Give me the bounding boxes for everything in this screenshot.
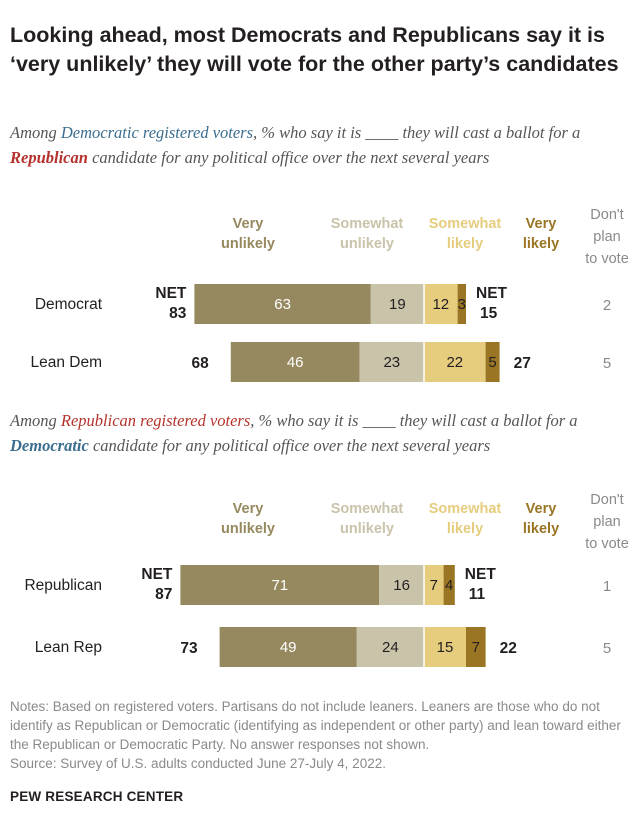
- subtitle-highlight: Democratic registered voters: [60, 123, 254, 142]
- bar-somewhat-likely-label: 15: [437, 639, 454, 656]
- header-dont-plan: Don't: [590, 207, 623, 223]
- source-text: Source: Survey of U.S. adults conducted …: [10, 756, 386, 771]
- chart-republicans: Very unlikely Somewhat unlikely Somewhat like…: [24, 492, 629, 675]
- bar-very-unlikely: [219, 627, 357, 667]
- header-very-unlikely: Very: [233, 216, 264, 232]
- bar-very-likely: [443, 565, 455, 605]
- chart-democrats: Very unlikely Somewhat unlikely Somewhat like…: [30, 207, 629, 390]
- header-somewhat-likely: likely: [447, 521, 483, 537]
- notes: Notes: Based on registered voters. Parti…: [10, 697, 635, 773]
- bar-somewhat-likely: [424, 342, 486, 382]
- header-very-likely: likely: [523, 521, 559, 537]
- header-somewhat-unlikely: unlikely: [340, 521, 394, 537]
- brand-logo-text: PEW RESEARCH CENTER: [10, 789, 184, 804]
- subtitle-republicans: Among Republican registered voters, % wh…: [10, 411, 578, 455]
- bar-somewhat-likely: [424, 565, 444, 605]
- net-unlikely-value: 73: [180, 640, 198, 657]
- header-dont-plan: plan: [593, 229, 620, 245]
- bar-somewhat-likely-label: 7: [430, 577, 438, 594]
- bar-very-unlikely-label: 63: [274, 296, 291, 313]
- header-dont-plan: to vote: [585, 251, 629, 267]
- bar-very-likely-label: 3: [458, 296, 466, 313]
- subtitle-party: Republican: [10, 148, 88, 167]
- net-label: NET: [141, 566, 173, 583]
- bar-very-unlikely: [230, 342, 360, 382]
- bar-very-unlikely-label: 49: [280, 639, 297, 656]
- header-somewhat-likely: Somewhat: [429, 501, 502, 517]
- bar-very-unlikely-label: 46: [287, 354, 304, 371]
- bar-somewhat-unlikely: [359, 342, 424, 382]
- header-very-likely: likely: [523, 236, 559, 252]
- bar-somewhat-unlikely: [370, 284, 424, 324]
- chart-title: Looking ahead, most Democrats and Republ…: [10, 23, 619, 76]
- net-likely-value: 11: [469, 586, 486, 603]
- net-label: NET: [476, 285, 508, 302]
- net-unlikely-value: 83: [169, 305, 187, 322]
- notes-text: Notes: Based on registered voters. Parti…: [10, 699, 621, 752]
- bar-very-likely-label: 7: [472, 639, 480, 656]
- header-very-unlikely: unlikely: [221, 521, 275, 537]
- row-label: Lean Rep: [35, 639, 102, 656]
- row-label: Democrat: [35, 296, 103, 313]
- dont-plan-value: 2: [603, 297, 611, 314]
- dont-plan-value: 5: [603, 355, 611, 372]
- subtitle-party: Democratic: [10, 436, 89, 455]
- bar-very-likely-label: 5: [488, 354, 496, 371]
- bar-somewhat-likely-label: 12: [432, 296, 449, 313]
- header-dont-plan: plan: [593, 514, 620, 530]
- header-somewhat-unlikely: unlikely: [340, 236, 394, 252]
- header-somewhat-likely: likely: [447, 236, 483, 252]
- header-dont-plan: Don't: [590, 492, 623, 508]
- bar-somewhat-unlikely: [379, 565, 424, 605]
- header-somewhat-unlikely: Somewhat: [331, 501, 404, 517]
- bar-very-likely: [457, 284, 466, 324]
- bar-very-unlikely: [194, 284, 371, 324]
- header-very-likely: Very: [526, 501, 557, 517]
- bar-very-likely: [485, 342, 500, 382]
- row-label: Republican: [24, 577, 102, 594]
- bar-very-unlikely-label: 71: [271, 577, 288, 594]
- bar-very-likely: [466, 627, 486, 667]
- bar-somewhat-unlikely-label: 24: [382, 639, 399, 656]
- header-very-likely: Very: [526, 216, 557, 232]
- bar-very-unlikely: [180, 565, 380, 605]
- net-label: NET: [465, 566, 497, 583]
- bar-somewhat-likely: [424, 284, 458, 324]
- subtitle-democrats: Among Democratic registered voters, % wh…: [10, 123, 581, 167]
- header-dont-plan: to vote: [585, 536, 629, 552]
- header-very-unlikely: unlikely: [221, 236, 275, 252]
- bar-somewhat-likely-label: 22: [446, 354, 463, 371]
- header-somewhat-likely: Somewhat: [429, 216, 502, 232]
- net-unlikely-value: 87: [155, 586, 172, 603]
- bar-somewhat-unlikely: [356, 627, 424, 667]
- net-likely-value: 15: [480, 305, 498, 322]
- net-unlikely-value: 68: [192, 355, 210, 372]
- bar-somewhat-unlikely-label: 23: [383, 354, 400, 371]
- bar-very-likely-label: 4: [445, 577, 453, 594]
- bar-somewhat-likely: [424, 627, 466, 667]
- net-likely-value: 22: [500, 640, 517, 657]
- subtitle-highlight: Republican registered voters: [60, 411, 251, 430]
- row-label: Lean Dem: [30, 354, 102, 371]
- header-very-unlikely: Very: [233, 501, 264, 517]
- header-somewhat-unlikely: Somewhat: [331, 216, 404, 232]
- bar-somewhat-unlikely-label: 19: [389, 296, 406, 313]
- bar-somewhat-unlikely-label: 16: [393, 577, 410, 594]
- net-likely-value: 27: [514, 355, 531, 372]
- dont-plan-value: 1: [603, 578, 611, 595]
- dont-plan-value: 5: [603, 640, 611, 657]
- net-label: NET: [155, 285, 187, 302]
